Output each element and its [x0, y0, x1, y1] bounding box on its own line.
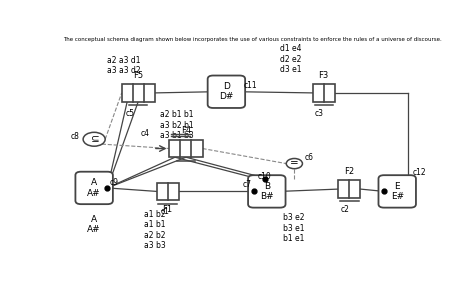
- Text: c9: c9: [109, 178, 118, 187]
- Text: c6: c6: [304, 153, 313, 162]
- Text: c8: c8: [71, 132, 80, 141]
- Polygon shape: [313, 84, 335, 102]
- Text: a2 a3 d1
a3 a3 d2: a2 a3 d1 a3 a3 d2: [107, 56, 141, 75]
- Polygon shape: [338, 180, 360, 198]
- Text: c7: c7: [243, 180, 252, 189]
- Text: c12: c12: [412, 169, 426, 178]
- Text: c11: c11: [243, 82, 257, 91]
- Text: A
A#: A A#: [87, 178, 101, 198]
- FancyBboxPatch shape: [248, 175, 285, 208]
- Text: a1 b2
a1 b1
a2 b2
a3 b3: a1 b2 a1 b1 a2 b2 a3 b3: [144, 210, 165, 250]
- Text: F1: F1: [163, 205, 173, 214]
- Text: c3: c3: [315, 109, 324, 118]
- FancyBboxPatch shape: [378, 175, 416, 208]
- Text: D
D#: D D#: [219, 82, 234, 101]
- Polygon shape: [156, 183, 179, 200]
- Text: c2: c2: [340, 205, 349, 214]
- Text: F4: F4: [181, 126, 191, 135]
- Text: a2 b1 b1
a3 b2 b1
a3 b1 b3: a2 b1 b1 a3 b2 b1 a3 b1 b3: [160, 110, 194, 140]
- Text: b3 e2
b3 e1
b1 e1: b3 e2 b3 e1 b1 e1: [283, 213, 305, 243]
- Polygon shape: [169, 140, 202, 157]
- Text: ⊆: ⊆: [90, 134, 99, 144]
- Text: F2: F2: [345, 167, 355, 176]
- Text: c10: c10: [257, 172, 271, 181]
- FancyBboxPatch shape: [75, 172, 113, 204]
- Text: c5: c5: [125, 109, 134, 118]
- Text: c1: c1: [160, 207, 169, 216]
- Text: E
E#: E E#: [391, 182, 404, 201]
- Text: F3: F3: [319, 70, 329, 79]
- Text: F5: F5: [133, 70, 143, 79]
- Text: c4: c4: [140, 129, 149, 138]
- Text: A
A#: A A#: [87, 215, 101, 234]
- Text: =: =: [290, 159, 299, 169]
- Polygon shape: [122, 84, 155, 102]
- Text: The conceptual schema diagram shown below incorporates the use of various constr: The conceptual schema diagram shown belo…: [63, 37, 442, 42]
- FancyBboxPatch shape: [208, 76, 245, 108]
- Text: d1 e4
d2 e2
d3 e1: d1 e4 d2 e2 d3 e1: [280, 44, 301, 74]
- Text: B
B#: B B#: [260, 182, 273, 201]
